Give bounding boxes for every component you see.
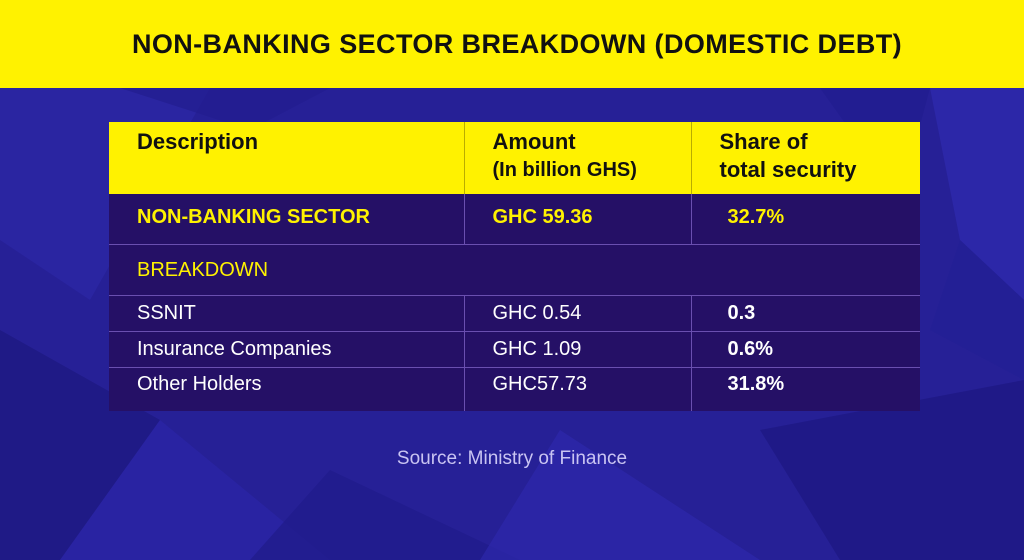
row-description: Insurance Companies	[109, 331, 465, 368]
table-row: Insurance Companies GHC 1.09 0.6%	[109, 331, 920, 368]
sector-share: 32.7%	[691, 194, 920, 245]
sector-description: NON-BANKING SECTOR	[109, 194, 465, 245]
header-share-line2: total security	[719, 157, 857, 182]
sector-amount: GHC 59.36	[464, 194, 692, 245]
header-amount-unit: (In billion GHS)	[492, 159, 637, 181]
header-share: Share of total security	[691, 122, 920, 194]
page-title: NON-BANKING SECTOR BREAKDOWN (DOMESTIC D…	[131, 28, 903, 59]
header-share-line1: Share of	[719, 129, 808, 154]
debt-table: Description Amount (In billion GHS) Shar…	[109, 122, 920, 411]
row-description: Other Holders	[109, 367, 465, 411]
row-amount: GHC 1.09	[464, 331, 692, 368]
breakdown-row: BREAKDOWN	[109, 244, 920, 296]
row-share: 31.8%	[691, 367, 920, 411]
row-amount: GHC57.73	[464, 367, 692, 411]
title-banner: NON-BANKING SECTOR BREAKDOWN (DOMESTIC D…	[0, 0, 1024, 88]
row-description: SSNIT	[109, 295, 465, 332]
header-amount: Amount (In billion GHS)	[464, 122, 692, 194]
header-amount-label: Amount	[492, 129, 576, 154]
table-row: SSNIT GHC 0.54 0.3	[109, 295, 920, 332]
source-note: Source: Ministry of Finance	[396, 448, 628, 469]
row-amount: GHC 0.54	[464, 295, 692, 332]
row-share: 0.3	[691, 295, 920, 332]
table-header-row: Description Amount (In billion GHS) Shar…	[109, 122, 920, 194]
table-row: Other Holders GHC57.73 31.8%	[109, 367, 920, 411]
sector-row: NON-BANKING SECTOR GHC 59.36 32.7%	[109, 194, 920, 245]
row-share: 0.6%	[691, 331, 920, 368]
header-description: Description	[109, 122, 465, 194]
breakdown-label: BREAKDOWN	[109, 244, 920, 296]
